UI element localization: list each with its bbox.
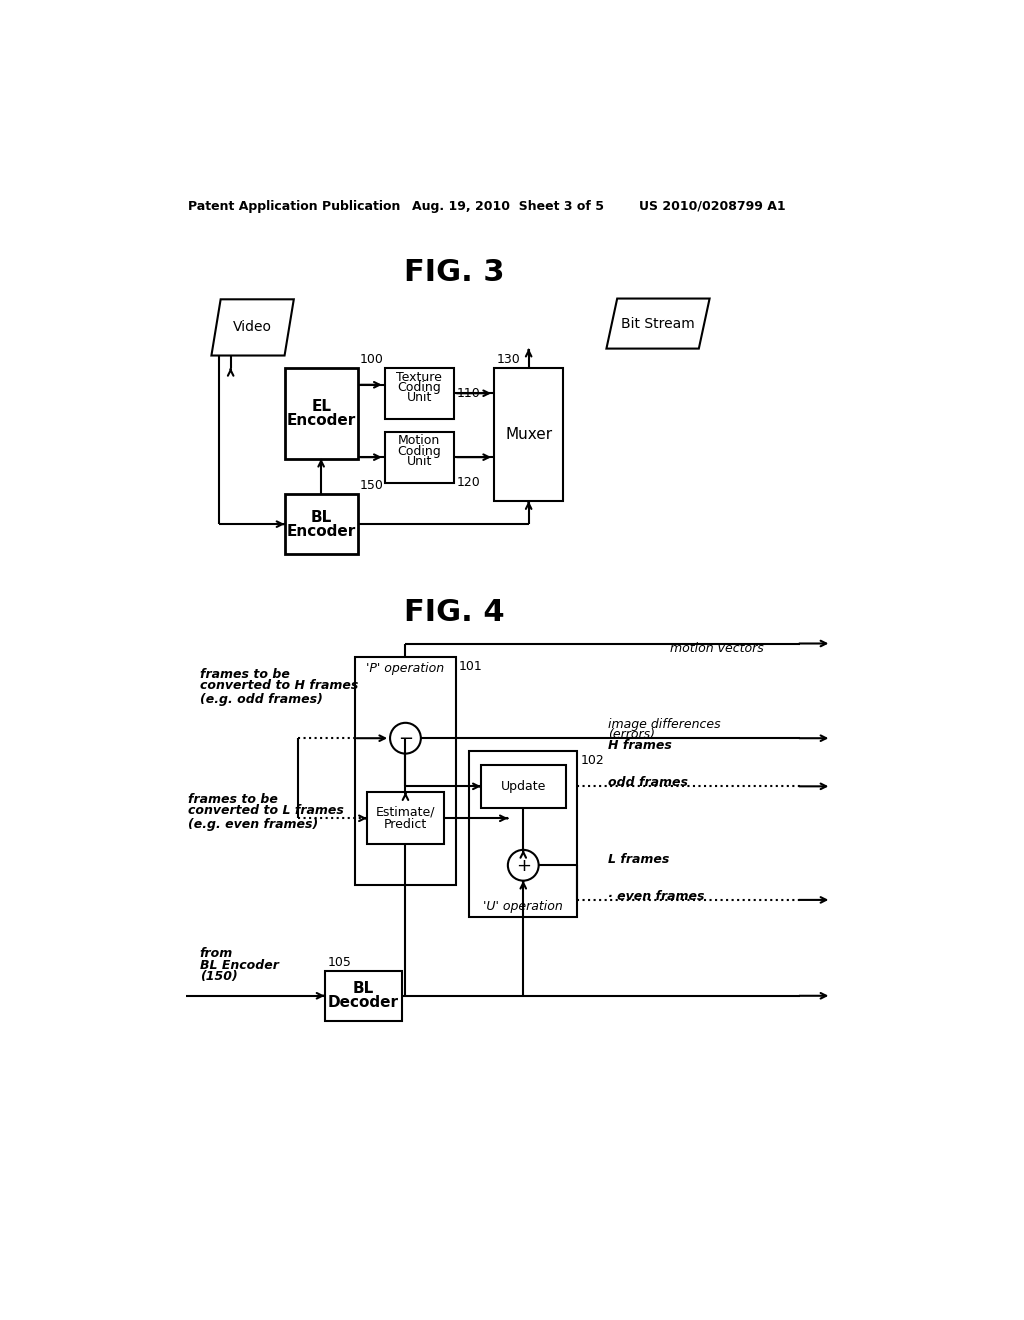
Text: FIG. 3: FIG. 3 xyxy=(403,257,504,286)
Bar xyxy=(469,751,578,917)
Text: −: − xyxy=(398,730,413,748)
Text: 'U' operation: 'U' operation xyxy=(483,899,563,912)
Polygon shape xyxy=(211,300,294,355)
Text: Texture: Texture xyxy=(396,371,442,384)
Text: Predict: Predict xyxy=(384,818,427,832)
Text: Video: Video xyxy=(233,321,272,334)
Text: converted to L frames: converted to L frames xyxy=(188,804,344,817)
Text: from: from xyxy=(200,946,233,960)
Bar xyxy=(385,368,454,418)
Text: Muxer: Muxer xyxy=(505,426,552,442)
Text: 120: 120 xyxy=(457,477,480,490)
Text: Encoder: Encoder xyxy=(287,413,355,428)
Text: Unit: Unit xyxy=(407,454,432,467)
Polygon shape xyxy=(606,298,710,348)
Text: Coding: Coding xyxy=(397,380,441,393)
Text: Coding: Coding xyxy=(397,445,441,458)
Text: US 2010/0208799 A1: US 2010/0208799 A1 xyxy=(639,199,785,213)
Bar xyxy=(481,766,565,808)
Text: 105: 105 xyxy=(328,956,351,969)
Text: (e.g. even frames): (e.g. even frames) xyxy=(188,818,318,832)
Text: (errors): (errors) xyxy=(608,727,655,741)
Text: frames to be: frames to be xyxy=(188,792,279,805)
Text: Update: Update xyxy=(501,780,546,793)
Text: (e.g. odd frames): (e.g. odd frames) xyxy=(200,693,323,706)
Text: BL: BL xyxy=(352,981,374,997)
Text: Motion: Motion xyxy=(398,434,440,447)
Bar xyxy=(325,970,401,1020)
Bar xyxy=(285,494,357,554)
Text: 'P' operation: 'P' operation xyxy=(367,661,444,675)
Bar xyxy=(494,368,563,502)
Text: (150): (150) xyxy=(200,970,238,983)
Text: · even frames: · even frames xyxy=(608,890,705,903)
Text: odd frames: odd frames xyxy=(608,776,688,789)
Bar xyxy=(355,657,456,884)
Text: 150: 150 xyxy=(360,479,384,492)
Text: Bit Stream: Bit Stream xyxy=(622,317,695,330)
Text: Encoder: Encoder xyxy=(287,524,355,539)
Text: frames to be: frames to be xyxy=(200,668,290,681)
Text: 130: 130 xyxy=(497,352,521,366)
Text: FIG. 4: FIG. 4 xyxy=(403,598,504,627)
Bar xyxy=(367,792,444,845)
Text: Estimate/: Estimate/ xyxy=(376,805,435,818)
Text: 102: 102 xyxy=(581,754,604,767)
Text: motion vectors: motion vectors xyxy=(670,643,763,656)
Text: converted to H frames: converted to H frames xyxy=(200,680,358,693)
Text: image differences: image differences xyxy=(608,718,721,731)
Text: 110: 110 xyxy=(457,387,480,400)
Text: +: + xyxy=(516,857,530,875)
Text: BL Encoder: BL Encoder xyxy=(200,958,279,972)
Text: 100: 100 xyxy=(360,352,384,366)
Text: L frames: L frames xyxy=(608,853,670,866)
Text: Decoder: Decoder xyxy=(328,995,398,1010)
Text: H frames: H frames xyxy=(608,739,672,752)
Text: EL: EL xyxy=(311,399,331,414)
Text: Aug. 19, 2010  Sheet 3 of 5: Aug. 19, 2010 Sheet 3 of 5 xyxy=(412,199,603,213)
Text: BL: BL xyxy=(310,510,332,525)
Text: 101: 101 xyxy=(459,660,482,673)
Bar xyxy=(385,432,454,483)
Bar xyxy=(285,368,357,459)
Text: Unit: Unit xyxy=(407,391,432,404)
Text: Patent Application Publication: Patent Application Publication xyxy=(188,199,400,213)
